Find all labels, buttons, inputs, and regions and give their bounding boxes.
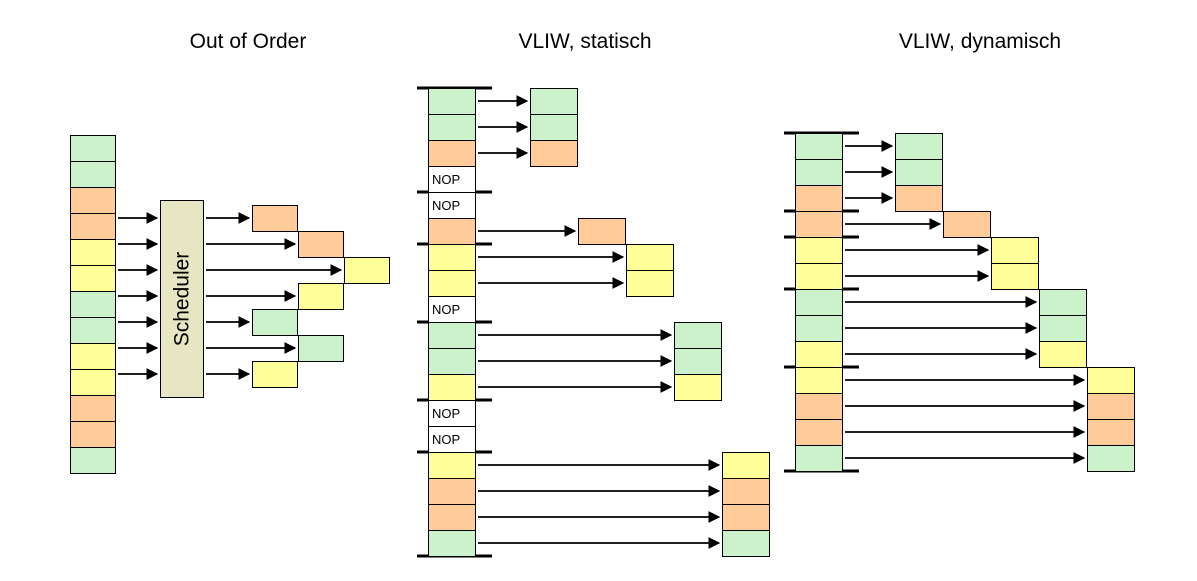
instruction-cell <box>428 322 476 349</box>
issue-slot-cell <box>1039 341 1087 368</box>
issue-slot-cell <box>895 159 943 186</box>
instruction-cell <box>795 341 843 368</box>
instruction-cell <box>795 393 843 420</box>
issue-slot-cell <box>722 478 770 505</box>
scheduler-box: Scheduler <box>160 200 204 398</box>
issue-slot-cell <box>674 348 722 375</box>
issue-slot-cell <box>252 205 298 232</box>
section-title-out-of-order: Out of Order <box>189 30 307 53</box>
instruction-cell <box>70 447 116 474</box>
issue-slot-cell <box>530 88 578 115</box>
issue-slot-cell <box>298 283 344 310</box>
issue-slot-cell <box>626 270 674 297</box>
issue-slot-cell <box>991 263 1039 290</box>
issue-slot-cell <box>1039 289 1087 316</box>
issue-slot-cell <box>943 211 991 238</box>
section-title-vliw-dynamic: VLIW, dynamisch <box>898 30 1062 53</box>
instruction-cell <box>70 317 116 344</box>
issue-slot-cell <box>895 133 943 160</box>
instruction-cell <box>70 239 116 266</box>
issue-slot-cell <box>722 504 770 531</box>
instruction-cell <box>70 213 116 240</box>
issue-slot-cell <box>1087 393 1135 420</box>
instruction-cell <box>428 140 476 167</box>
issue-slot-cell <box>1087 419 1135 446</box>
instruction-cell <box>428 374 476 401</box>
instruction-cell <box>428 478 476 505</box>
issue-slot-cell <box>1087 445 1135 472</box>
issue-slot-cell <box>722 530 770 557</box>
issue-slot-cell <box>674 322 722 349</box>
instruction-cell <box>70 421 116 448</box>
instruction-cell <box>795 289 843 316</box>
instruction-cell <box>795 367 843 394</box>
instruction-cell <box>795 159 843 186</box>
issue-slot-cell <box>530 114 578 141</box>
instruction-cell <box>795 185 843 212</box>
instruction-cell <box>70 265 116 292</box>
issue-slot-cell <box>895 185 943 212</box>
issue-slot-cell <box>344 257 390 284</box>
instruction-cell <box>70 369 116 396</box>
instruction-cell <box>428 244 476 271</box>
instruction-cell <box>70 161 116 188</box>
instruction-cell <box>70 187 116 214</box>
instruction-cell <box>428 218 476 245</box>
instruction-cell <box>428 504 476 531</box>
instruction-cell <box>795 419 843 446</box>
nop-cell: NOP <box>428 400 476 427</box>
instruction-cell <box>428 348 476 375</box>
issue-slot-cell <box>252 309 298 336</box>
section-title-vliw-static: VLIW, statisch <box>518 30 652 53</box>
instruction-cell <box>795 263 843 290</box>
nop-cell: NOP <box>428 426 476 453</box>
scheduler-label: Scheduler <box>170 251 193 347</box>
nop-cell: NOP <box>428 166 476 193</box>
instruction-cell <box>70 291 116 318</box>
issue-slot-cell <box>722 452 770 479</box>
instruction-cell <box>428 530 476 557</box>
issue-slot-cell <box>991 237 1039 264</box>
issue-slot-cell <box>674 374 722 401</box>
instruction-cell <box>428 114 476 141</box>
issue-slot-cell <box>298 335 344 362</box>
nop-cell: NOP <box>428 296 476 323</box>
instruction-cell <box>795 133 843 160</box>
issue-slot-cell <box>626 244 674 271</box>
instruction-cell <box>70 343 116 370</box>
instruction-cell <box>795 237 843 264</box>
instruction-cell <box>70 135 116 162</box>
issue-slot-cell <box>578 218 626 245</box>
instruction-cell <box>795 445 843 472</box>
instruction-cell <box>795 211 843 238</box>
issue-slot-cell <box>298 231 344 258</box>
nop-cell: NOP <box>428 192 476 219</box>
instruction-cell <box>428 452 476 479</box>
issue-slot-cell <box>1087 367 1135 394</box>
instruction-cell <box>428 88 476 115</box>
issue-slot-cell <box>252 361 298 388</box>
instruction-cell <box>428 270 476 297</box>
instruction-cell <box>70 395 116 422</box>
issue-slot-cell <box>1039 315 1087 342</box>
instruction-cell <box>795 315 843 342</box>
issue-slot-cell <box>530 140 578 167</box>
